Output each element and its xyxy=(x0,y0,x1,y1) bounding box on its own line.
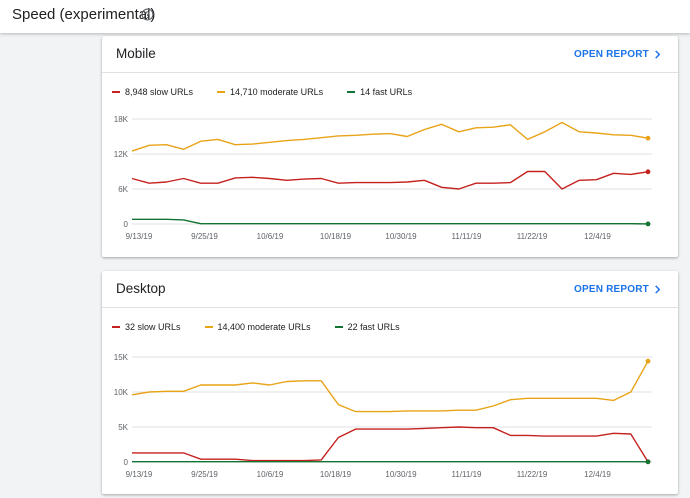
desktop-card: Desktop OPEN REPORT 32 slow URLs 14,400 … xyxy=(102,271,678,494)
legend-label-fast: 22 fast URLs xyxy=(347,322,400,332)
legend-swatch-fast xyxy=(334,326,343,328)
legend-item-moderate[interactable]: 14,400 moderate URLs xyxy=(204,322,311,332)
x-tick-label: 10/6/19 xyxy=(257,470,284,479)
legend-label-moderate: 14,710 moderate URLs xyxy=(230,87,324,97)
x-tick-label: 11/22/19 xyxy=(517,232,548,241)
desktop-speed-chart: 0 5K 10K 15K 9/13/19 9/25/19 10/6/19 10/18/19 10… xyxy=(114,353,652,479)
x-tick-label: 9/25/19 xyxy=(191,232,218,241)
card-header: Desktop OPEN REPORT xyxy=(102,271,678,308)
x-tick-label: 9/13/19 xyxy=(126,232,153,241)
chart-legend: 8,948 slow URLs 14,710 moderate URLs 14 … xyxy=(112,87,436,97)
series-line-fast xyxy=(132,218,649,225)
series-endpoint-moderate xyxy=(645,358,651,364)
series-line-slow xyxy=(132,426,649,463)
legend-swatch-moderate xyxy=(204,326,213,328)
series-endpoint-fast xyxy=(645,459,651,465)
y-tick-label: 10K xyxy=(114,388,129,397)
legend-label-moderate: 14,400 moderate URLs xyxy=(217,322,311,332)
legend-swatch-fast xyxy=(347,91,356,93)
y-tick-label: 15K xyxy=(114,353,129,362)
mobile-card: Mobile OPEN REPORT 8,948 slow URLs 14,71… xyxy=(102,36,678,257)
chart-legend: 32 slow URLs 14,400 moderate URLs 22 fas… xyxy=(112,322,424,332)
legend-item-slow[interactable]: 32 slow URLs xyxy=(112,322,181,332)
legend-item-fast[interactable]: 22 fast URLs xyxy=(334,322,400,332)
series-line-moderate xyxy=(131,360,649,413)
open-report-button[interactable]: OPEN REPORT xyxy=(574,284,662,295)
legend-item-slow[interactable]: 8,948 slow URLs xyxy=(112,87,193,97)
x-tick-label: 9/25/19 xyxy=(191,470,218,479)
x-tick-label: 11/11/19 xyxy=(452,470,483,479)
y-tick-label: 5K xyxy=(118,423,128,432)
legend-label-slow: 8,948 slow URLs xyxy=(125,87,194,97)
x-tick-label: 11/22/19 xyxy=(517,470,548,479)
legend-swatch-slow xyxy=(112,326,120,328)
legend-label-fast: 14 fast URLs xyxy=(360,87,413,97)
series-endpoint-moderate xyxy=(645,135,651,141)
y-tick-label: 6K xyxy=(118,185,128,194)
y-tick-label: 0 xyxy=(124,458,129,467)
chevron-right-icon xyxy=(655,50,661,59)
legend-item-moderate[interactable]: 14,710 moderate URLs xyxy=(217,87,323,97)
y-tick-label: 18K xyxy=(114,115,129,124)
legend-swatch-slow xyxy=(112,91,120,93)
y-tick-label: 0 xyxy=(124,220,129,229)
x-tick-label: 12/4/19 xyxy=(584,232,611,241)
open-report-button[interactable]: OPEN REPORT xyxy=(574,49,662,60)
x-tick-label: 10/30/19 xyxy=(385,232,417,241)
series-endpoint-fast xyxy=(645,221,651,227)
legend-item-fast[interactable]: 14 fast URLs xyxy=(347,87,412,97)
legend-swatch-moderate xyxy=(217,91,226,93)
x-tick-label: 10/30/19 xyxy=(385,470,417,479)
x-tick-label: 10/18/19 xyxy=(320,232,352,241)
x-tick-label: 11/11/19 xyxy=(452,232,483,241)
x-tick-label: 12/4/19 xyxy=(584,470,611,479)
mobile-speed-chart: 0 6K 12K 18K 9/13/19 9/25/19 10/6/19 10/18/19 10… xyxy=(114,115,652,241)
series-line-slow xyxy=(131,170,649,190)
card-header: Mobile OPEN REPORT xyxy=(102,36,678,73)
card-title: Mobile xyxy=(116,46,156,61)
chevron-right-icon xyxy=(655,285,661,294)
help-circle-icon[interactable] xyxy=(141,8,154,21)
open-report-label: OPEN REPORT xyxy=(574,284,649,295)
x-tick-label: 10/18/19 xyxy=(320,470,352,479)
legend-label-slow: 32 slow URLs xyxy=(125,322,181,332)
open-report-label: OPEN REPORT xyxy=(574,49,649,60)
series-endpoint-slow xyxy=(645,169,651,175)
x-tick-label: 9/13/19 xyxy=(126,470,153,479)
page-title: Speed (experimental) xyxy=(12,6,156,23)
series-line-moderate xyxy=(131,121,649,152)
x-tick-label: 10/6/19 xyxy=(257,232,284,241)
y-tick-label: 12K xyxy=(114,150,129,159)
card-title: Desktop xyxy=(116,281,166,296)
top-bar: Speed (experimental) xyxy=(0,0,690,33)
